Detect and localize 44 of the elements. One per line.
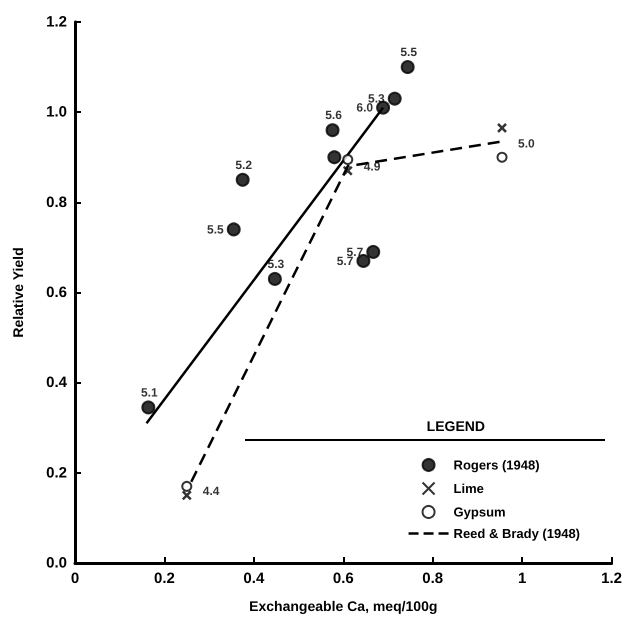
x-tick-label: 0.8: [422, 570, 444, 587]
x-tick-label: 0: [70, 570, 80, 587]
annotation: 5.5: [398, 45, 418, 60]
annotation: 5.0: [516, 136, 536, 151]
point: [326, 123, 340, 138]
x-tick-label: 0.4: [243, 570, 265, 587]
annotation: 5.3: [266, 256, 285, 271]
y-tick-label: 0.6: [46, 284, 67, 301]
y-axis-title: Relative Yield: [10, 247, 26, 338]
legend-label: Gypsum: [454, 504, 506, 520]
y-tick-label: 0.0: [46, 554, 67, 572]
y-tick-label: 0.8: [46, 194, 67, 211]
x-tick-label: 1.2: [601, 570, 622, 587]
annotation: 5.6: [323, 108, 342, 122]
point: [141, 400, 156, 414]
point: [366, 244, 380, 259]
point: [268, 272, 282, 286]
y-tick-label: 0.4: [46, 374, 68, 392]
x-tick-label: 0.6: [332, 570, 354, 587]
x-tick-label: 1: [518, 570, 526, 587]
point: [496, 152, 508, 163]
y-tick-label: 1.2: [46, 14, 67, 30]
point: [226, 222, 241, 236]
point: [327, 150, 342, 164]
point: [342, 166, 354, 176]
point: [236, 172, 250, 187]
point: [181, 480, 192, 492]
annotation: 5.5: [205, 222, 224, 236]
legend-title: LEGEND: [426, 418, 486, 434]
x-tick-label: 0.2: [154, 570, 175, 587]
annotation: 5.2: [233, 158, 252, 172]
legend-label: Reed & Brady (1948): [454, 526, 580, 541]
legend-label: Rogers (1948): [454, 458, 540, 472]
annotation: 5.1: [138, 385, 158, 400]
x-axis-title: Exchangeable Ca, meq/100g: [249, 598, 438, 614]
legend-label: Lime: [454, 481, 484, 496]
point: [182, 490, 192, 501]
annotation: 4.4: [200, 484, 220, 498]
point: [388, 92, 402, 106]
point: [496, 122, 508, 134]
point: [342, 154, 354, 165]
y-tick-label: 1.0: [46, 104, 67, 121]
point: [400, 60, 415, 74]
y-tick-label: 0.2: [46, 464, 67, 482]
